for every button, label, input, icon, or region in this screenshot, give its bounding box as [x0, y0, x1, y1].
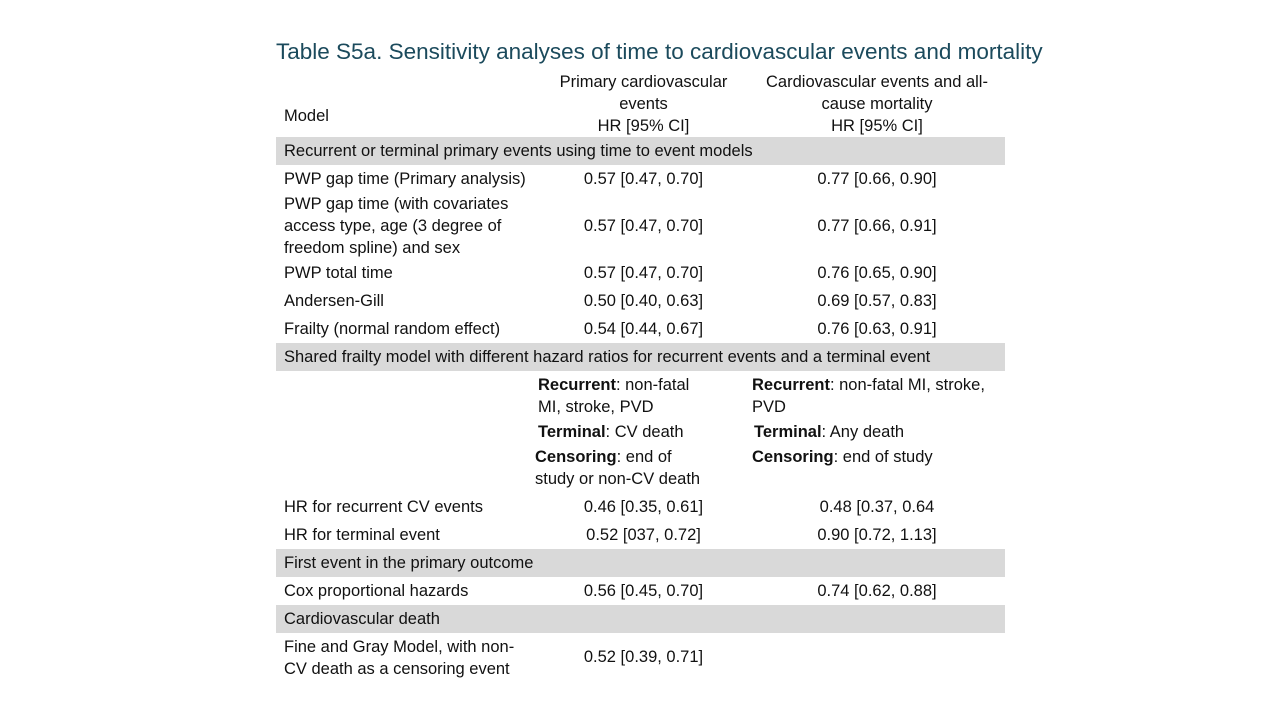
- section-shared-frailty: Shared frailty model with different haza…: [276, 343, 1005, 371]
- header-cv-events-all-cause: Cardiovascular events and all- cause mor…: [766, 73, 988, 135]
- row-value-primary: 0.57 [0.47, 0.70]: [583, 170, 704, 188]
- section-first-event: First event in the primary outcome: [276, 549, 1005, 577]
- row-value-all-cause: 0.74 [0.62, 0.88]: [817, 582, 937, 600]
- row-label: PWP gap time (with covariates access typ…: [284, 195, 509, 257]
- row-value-all-cause: 0.77 [0.66, 0.91]: [817, 217, 937, 235]
- spec-empty-cell: [276, 371, 538, 493]
- row-label: Andersen-Gill: [284, 292, 384, 310]
- row-label: Frailty (normal random effect): [284, 320, 501, 338]
- row-value-all-cause: 0.48 [0.37, 0.64: [819, 498, 935, 516]
- section-row: First event in the primary outcome: [276, 549, 1005, 577]
- row-label: Fine and Gray Model, with non- CV death …: [284, 638, 515, 678]
- row-value-primary: 0.57 [0.47, 0.70]: [583, 217, 704, 235]
- spec-primary: Recurrent: non-fatal MI, stroke, PVD Ter…: [535, 376, 701, 488]
- row-label: HR for terminal event: [284, 526, 440, 544]
- row-value-all-cause: 0.76 [0.63, 0.91]: [817, 320, 937, 338]
- table-row: PWP total time 0.57 [0.47, 0.70] 0.76 [0…: [276, 259, 1005, 287]
- row-value-all-cause: 0.76 [0.65, 0.90]: [817, 264, 937, 282]
- row-value-all-cause: [749, 633, 1005, 680]
- section-row: Cardiovascular death: [276, 605, 1005, 633]
- row-value-primary: 0.52 [037, 0.72]: [586, 526, 701, 544]
- row-value-primary: 0.46 [0.35, 0.61]: [583, 498, 704, 516]
- table-row: Cox proportional hazards 0.56 [0.45, 0.7…: [276, 577, 1005, 605]
- table-row: HR for terminal event 0.52 [037, 0.72] 0…: [276, 521, 1005, 549]
- table-row: PWP gap time (Primary analysis) 0.57 [0.…: [276, 165, 1005, 193]
- row-label: PWP total time: [284, 264, 393, 282]
- spec-all-cause: Recurrent: non-fatal MI, stroke, PVD Ter…: [752, 376, 985, 466]
- row-value-all-cause: 0.90 [0.72, 1.13]: [817, 526, 937, 544]
- header-primary-cv-events: Primary cardiovascular events HR [95% CI…: [559, 73, 728, 135]
- header-model: Model: [284, 107, 329, 125]
- section-row: Shared frailty model with different haza…: [276, 343, 1005, 371]
- row-value-primary: 0.52 [0.39, 0.71]: [583, 647, 704, 666]
- table-row: Frailty (normal random effect) 0.54 [0.4…: [276, 315, 1005, 343]
- document: Table S5a. Sensitivity analyses of time …: [276, 38, 1043, 680]
- table-row: Fine and Gray Model, with non- CV death …: [276, 633, 1005, 680]
- table-row: Andersen-Gill 0.50 [0.40, 0.63] 0.69 [0.…: [276, 287, 1005, 315]
- row-value-primary: 0.54 [0.44, 0.67]: [583, 320, 704, 338]
- section-row: Recurrent or terminal primary events usi…: [276, 137, 1005, 165]
- row-label: HR for recurrent CV events: [284, 498, 483, 516]
- row-value-all-cause: 0.69 [0.57, 0.83]: [817, 292, 937, 310]
- table-row: HR for recurrent CV events 0.46 [0.35, 0…: [276, 493, 1005, 521]
- row-value-primary: 0.57 [0.47, 0.70]: [583, 264, 704, 282]
- row-label: PWP gap time (Primary analysis): [284, 170, 526, 188]
- model-spec-row: Recurrent: non-fatal MI, stroke, PVD Ter…: [276, 371, 1005, 493]
- table-header-row: Model Primary cardiovascular events HR […: [276, 71, 1005, 137]
- table-row: PWP gap time (with covariates access typ…: [276, 193, 1005, 259]
- table-title: Table S5a. Sensitivity analyses of time …: [276, 39, 1043, 64]
- section-recurrent-terminal: Recurrent or terminal primary events usi…: [276, 137, 1005, 165]
- row-value-primary: 0.50 [0.40, 0.63]: [583, 292, 704, 310]
- row-label: Cox proportional hazards: [284, 582, 469, 600]
- section-cv-death: Cardiovascular death: [276, 605, 1005, 633]
- row-value-primary: 0.56 [0.45, 0.70]: [583, 582, 704, 600]
- sensitivity-table: Model Primary cardiovascular events HR […: [276, 71, 1005, 680]
- row-value-all-cause: 0.77 [0.66, 0.90]: [817, 170, 937, 188]
